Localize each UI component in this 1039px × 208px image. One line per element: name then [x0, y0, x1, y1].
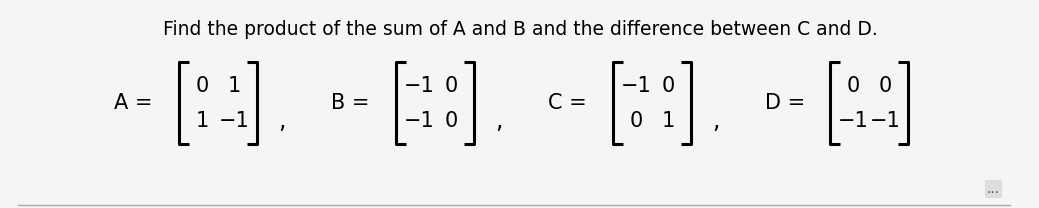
- Text: −1: −1: [870, 110, 901, 130]
- Text: 0: 0: [445, 76, 457, 95]
- Text: −1: −1: [620, 76, 651, 95]
- Text: 0: 0: [630, 110, 643, 130]
- Text: 0: 0: [847, 76, 859, 95]
- Text: D =: D =: [765, 93, 805, 113]
- Text: ,: ,: [495, 109, 503, 133]
- Text: 1: 1: [662, 110, 674, 130]
- Text: ,: ,: [278, 109, 286, 133]
- Text: 0: 0: [878, 76, 891, 95]
- Text: 0: 0: [445, 110, 457, 130]
- Text: 0: 0: [195, 76, 209, 95]
- Text: C =: C =: [548, 93, 587, 113]
- Text: −1: −1: [218, 110, 249, 130]
- Text: −1: −1: [403, 76, 434, 95]
- Text: B =: B =: [331, 93, 370, 113]
- Text: −1: −1: [403, 110, 434, 130]
- Text: 1: 1: [228, 76, 241, 95]
- Text: 1: 1: [195, 110, 209, 130]
- Text: ...: ...: [987, 182, 1000, 196]
- Text: ,: ,: [712, 109, 719, 133]
- Text: −1: −1: [837, 110, 869, 130]
- Text: 0: 0: [662, 76, 674, 95]
- Text: Find the product of the sum of A and B and the difference between C and D.: Find the product of the sum of A and B a…: [163, 20, 877, 39]
- Text: A =: A =: [114, 93, 153, 113]
